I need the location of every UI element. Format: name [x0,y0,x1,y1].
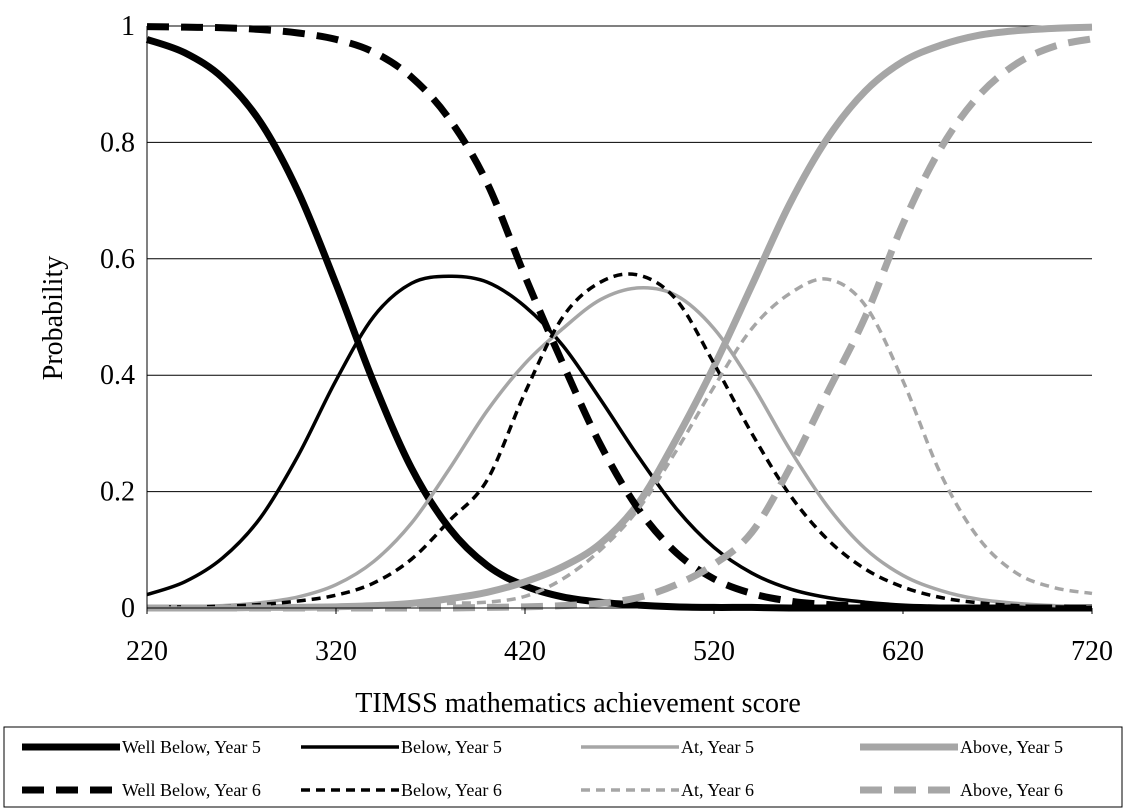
gridlines [147,25,1092,493]
legend-box [3,726,1123,808]
x-tick-label: 620 [882,636,924,667]
legend-label-well-below-year-6: Well Below, Year 6 [122,780,261,800]
series-line-at-year-5 [146,286,1093,610]
legend-label-well-below-year-5: Well Below, Year 5 [122,737,261,757]
y-tick-label: 0.2 [100,477,135,508]
x-tick-label: 720 [1071,636,1113,667]
series-line-at-year-6 [146,277,1093,610]
x-axis-title: TIMSS mathematics achievement score [355,688,801,719]
x-tick-label: 420 [504,636,546,667]
series-line-above-year-5 [146,23,1093,612]
axes: 0 0.2 0.4 0.6 0.8 1 220 320 420 520 620 720 [100,11,1113,667]
y-axis-title: Probability [38,256,69,380]
legend-label-below-year-5: Below, Year 5 [401,737,502,757]
legend-label-above-year-6: Above, Year 6 [960,780,1063,800]
legend: Well Below, Year 5 Below, Year 5 At, Year … [3,726,1123,808]
x-tick-label: 520 [693,636,735,667]
legend-label-above-year-5: Above, Year 5 [960,737,1063,757]
y-tick-label: 0.8 [100,127,135,158]
legend-label-at-year-6: At, Year 6 [681,780,754,800]
plot-series [145,23,1093,612]
series-line-above-year-6 [146,35,1093,612]
y-tick-label: 0.4 [100,360,135,391]
y-tick-label: 0.6 [100,244,135,275]
legend-label-at-year-5: At, Year 5 [681,737,754,757]
x-tick-label: 320 [315,636,357,667]
series-line-below-year-5 [146,274,1093,610]
y-tick-label: 0 [121,593,135,624]
x-tick-label: 220 [126,636,168,667]
series-line-below-year-6 [146,272,1093,610]
legend-label-below-year-6: Below, Year 6 [401,780,502,800]
y-tick-label: 1 [121,11,135,42]
